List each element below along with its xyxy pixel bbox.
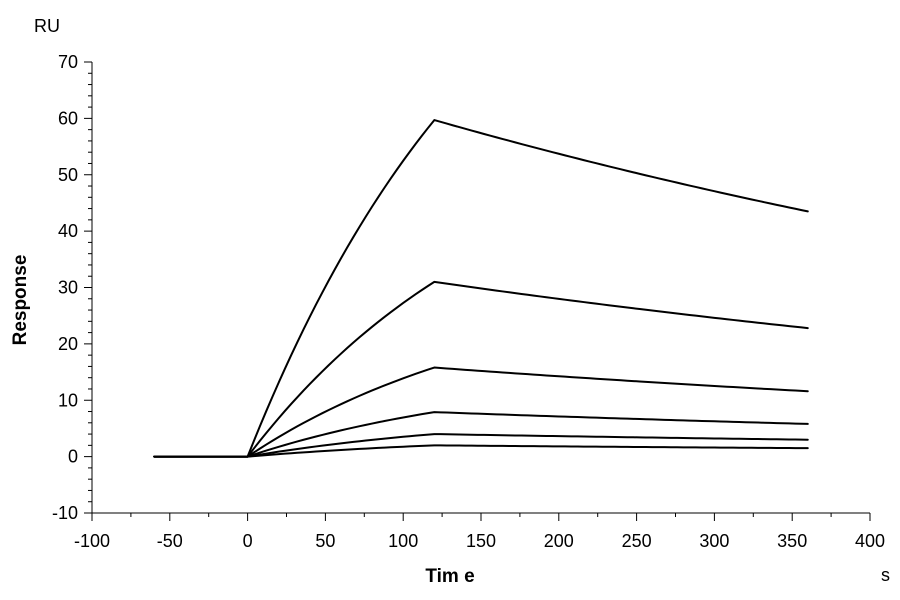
series-line-5 [153, 433, 809, 458]
series-line-3 [153, 366, 809, 458]
y-tick-label: 70 [58, 52, 78, 72]
x-tick-label: 350 [777, 531, 807, 551]
x-tick-label: 200 [544, 531, 574, 551]
x-tick-label: 50 [315, 531, 335, 551]
series-line-6 [153, 444, 809, 458]
y-tick-label: 20 [58, 334, 78, 354]
y-tick-label: 40 [58, 221, 78, 241]
x-tick-label: -50 [157, 531, 183, 551]
y-axis-ticks: -10 0 10 20 30 40 50 60 70 [52, 52, 92, 523]
y-tick-label: 30 [58, 278, 78, 298]
series-line-1 [153, 119, 809, 458]
y-tick-label: -10 [52, 503, 78, 523]
y-tick-label: 60 [58, 108, 78, 128]
x-tick-label: 400 [855, 531, 885, 551]
x-tick-label: 250 [622, 531, 652, 551]
x-unit-label: s [881, 565, 890, 585]
y-tick-label: 50 [58, 165, 78, 185]
y-tick-label: 0 [68, 447, 78, 467]
x-tick-label: 300 [699, 531, 729, 551]
y-axis-title: Response [10, 255, 31, 346]
series-group [153, 119, 809, 458]
x-tick-label: 150 [466, 531, 496, 551]
x-axis-ticks: -100 -50 0 50 100 150 200 250 300 350 400 [74, 513, 885, 551]
series-line-2 [153, 280, 809, 458]
x-tick-label: 100 [388, 531, 418, 551]
y-tick-label: 10 [58, 390, 78, 410]
x-tick-label: 0 [243, 531, 253, 551]
y-unit-label: RU [34, 16, 60, 36]
x-axis-title: Tim e [425, 566, 474, 587]
x-tick-label: -100 [74, 531, 110, 551]
series-line-4 [153, 411, 809, 458]
